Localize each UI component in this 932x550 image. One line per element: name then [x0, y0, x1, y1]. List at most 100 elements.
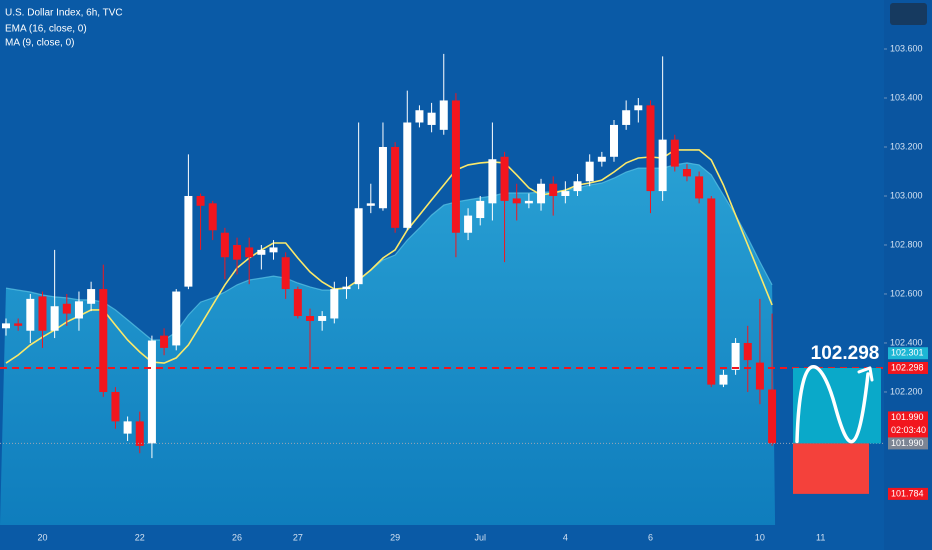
price-label: 101.784 — [891, 488, 924, 498]
candle-body — [610, 124, 618, 157]
candle-body — [50, 306, 59, 331]
candle-body — [391, 146, 400, 228]
stop-zone — [793, 443, 869, 494]
candle-body — [160, 335, 169, 348]
y-tick-label: 102.600 — [890, 288, 923, 298]
price-label-bg — [888, 437, 928, 450]
y-tick-label: 103.600 — [890, 43, 923, 53]
candle-body — [512, 198, 521, 204]
candle-body — [74, 301, 83, 319]
toolbar-button[interactable] — [890, 3, 927, 25]
x-tick-label: 10 — [755, 532, 765, 542]
price-label: 102.298 — [891, 362, 924, 372]
x-tick-label: 27 — [293, 532, 303, 542]
x-tick-label: 29 — [390, 532, 400, 542]
candle-body — [573, 181, 582, 192]
candle-body — [658, 139, 667, 192]
candle-body — [597, 156, 606, 162]
candle-body — [476, 200, 485, 219]
candle-body — [439, 100, 448, 130]
candle-body — [38, 296, 47, 331]
candle-body — [245, 247, 254, 258]
candle-body — [464, 215, 473, 233]
candle-body — [330, 289, 339, 319]
candle-body — [196, 195, 205, 206]
y-tick-label: 103.400 — [890, 92, 923, 102]
candle-body — [524, 200, 533, 204]
legend-entry: EMA (16, close, 0) — [5, 24, 87, 35]
ema-area — [0, 162, 776, 525]
candle-body — [670, 139, 679, 167]
candle-body — [768, 389, 777, 444]
candle-body — [281, 257, 290, 290]
legend-entry: MA (9, close, 0) — [5, 38, 74, 49]
y-tick-label: 102.200 — [890, 386, 923, 396]
candle-body — [342, 286, 351, 290]
candle-body — [743, 342, 752, 361]
candle-body — [354, 208, 363, 285]
candle-body — [537, 183, 546, 204]
candle-body — [123, 421, 132, 434]
candle-body — [561, 191, 570, 196]
price-label-bg — [888, 487, 928, 500]
x-tick-label: 6 — [648, 532, 653, 542]
candle-body — [269, 247, 278, 253]
candle-layer — [2, 53, 777, 459]
area-layer — [0, 162, 776, 525]
candle-body — [707, 198, 716, 385]
candle-body — [755, 362, 764, 390]
candle-body — [719, 374, 728, 385]
candle-body — [135, 421, 144, 446]
y-tick-label: 102.400 — [890, 337, 923, 347]
price-axis-bg — [884, 0, 932, 550]
x-tick-label: 20 — [37, 532, 47, 542]
ma-line — [5, 149, 773, 364]
candle-body — [695, 176, 704, 199]
candle-body — [634, 105, 643, 111]
chart-title: U.S. Dollar Index, 6h, TVC — [5, 8, 123, 19]
x-tick-label: 11 — [816, 532, 825, 542]
price-label: 102.301 — [891, 348, 924, 358]
candle-body — [220, 232, 229, 258]
price-label-bg — [888, 361, 928, 374]
candle-body — [111, 391, 120, 422]
overlay-layer: 102.298 102.301 102.298 101.990 02:03:40 101.… — [0, 343, 928, 500]
x-tick-label: 26 — [232, 532, 242, 542]
candle-body — [99, 289, 108, 392]
price-label: 101.990 — [891, 438, 924, 448]
wave-arrowhead — [857, 366, 874, 382]
candle-body — [14, 323, 23, 326]
candle-body — [682, 169, 691, 177]
candle-body — [622, 110, 631, 125]
x-tick-label: 22 — [135, 532, 145, 542]
candle-body — [87, 289, 96, 304]
candle-body — [26, 298, 35, 331]
candle-body — [306, 316, 314, 321]
candle-body — [378, 146, 387, 209]
price-label-bg — [888, 347, 928, 360]
candle-body — [257, 249, 266, 255]
x-tick-label: 4 — [563, 532, 568, 542]
candle-body — [585, 161, 594, 182]
candle-body — [427, 112, 436, 125]
wave-arrow — [795, 365, 870, 444]
price-label-bg — [888, 411, 928, 439]
candle-body — [415, 110, 424, 123]
candle-body — [500, 156, 509, 201]
countdown: 02:03:40 — [891, 425, 926, 435]
candle-body — [62, 303, 71, 314]
candle-body — [293, 289, 302, 317]
candle-body — [147, 340, 156, 444]
candle-body — [233, 244, 242, 260]
candle-body — [451, 100, 460, 233]
candle-body — [488, 159, 497, 204]
candle-body — [731, 342, 740, 370]
candle-body — [172, 291, 181, 346]
line-layer — [5, 149, 773, 364]
y-tick-label: 103.200 — [890, 141, 923, 151]
target-label: 102.298 — [811, 343, 880, 364]
candle-body — [2, 323, 10, 329]
candle-body — [318, 316, 327, 321]
candle-body — [549, 183, 558, 196]
